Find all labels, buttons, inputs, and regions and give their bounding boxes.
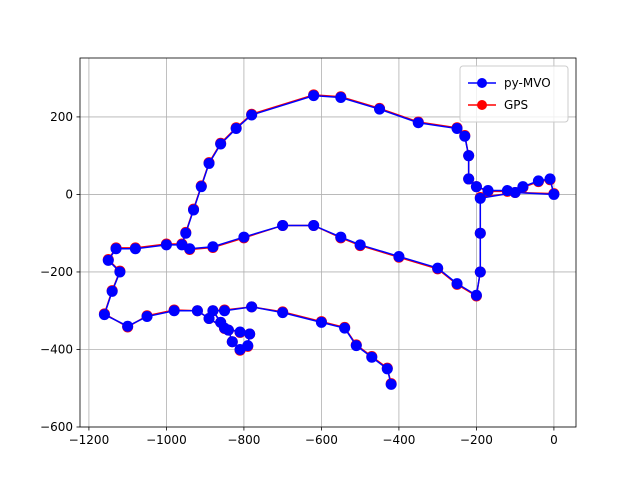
y-tick-label: −600 [40, 420, 73, 434]
point [335, 231, 347, 243]
point [102, 254, 114, 266]
point [308, 90, 320, 102]
point [195, 181, 207, 193]
y-tick-label: 0 [65, 187, 73, 201]
point [548, 188, 560, 200]
point [354, 239, 366, 251]
point [482, 185, 494, 197]
legend-box [459, 65, 569, 123]
legend-marker [477, 78, 487, 88]
y-tick-label: 200 [50, 110, 73, 124]
point [474, 227, 486, 239]
point [393, 250, 405, 262]
point [463, 173, 475, 185]
point [215, 138, 227, 150]
point [238, 231, 250, 243]
point [191, 305, 203, 317]
point [308, 219, 320, 231]
point [277, 219, 289, 231]
point [188, 204, 200, 216]
point [160, 239, 172, 251]
point [335, 92, 347, 104]
point [230, 123, 242, 135]
x-tick-label: −600 [305, 433, 338, 447]
point [246, 301, 258, 313]
x-tick-label: −200 [460, 433, 493, 447]
point [470, 289, 482, 301]
point [203, 157, 215, 169]
point [98, 309, 110, 321]
x-tick-label: −800 [227, 433, 260, 447]
point [226, 336, 238, 348]
point [459, 130, 471, 142]
point [366, 351, 378, 363]
point [385, 378, 397, 390]
point [244, 328, 256, 340]
point [242, 340, 254, 352]
point [350, 340, 362, 352]
point [234, 326, 246, 338]
point [110, 243, 122, 255]
legend-label: GPS [504, 98, 528, 112]
point [470, 181, 482, 193]
point [168, 305, 180, 317]
x-tick-label: −1000 [146, 433, 187, 447]
x-tick-label: −1200 [69, 433, 110, 447]
point [381, 363, 393, 375]
x-tick-label: −400 [382, 433, 415, 447]
point [432, 262, 444, 274]
point [180, 227, 192, 239]
point [129, 243, 141, 255]
point [106, 285, 118, 297]
point [219, 305, 231, 317]
point [517, 181, 529, 193]
point [207, 241, 219, 253]
point [374, 103, 386, 115]
point [451, 123, 463, 135]
point [315, 316, 327, 328]
point [339, 322, 351, 334]
point [463, 150, 475, 162]
point [246, 109, 258, 121]
y-tick-label: −200 [40, 265, 73, 279]
legend-label: py-MVO [504, 76, 551, 90]
legend-marker [477, 100, 487, 110]
point [532, 175, 544, 187]
point [277, 307, 289, 319]
point [544, 173, 556, 185]
point [412, 117, 424, 129]
point [474, 192, 486, 204]
point [451, 278, 463, 290]
point [219, 322, 231, 334]
axes-frame [79, 57, 577, 428]
point [474, 266, 486, 278]
point [122, 320, 134, 332]
y-tick-label: −400 [40, 342, 73, 356]
x-tick-label: 0 [550, 433, 558, 447]
point [141, 311, 153, 323]
point [203, 312, 215, 324]
point [114, 266, 126, 278]
point [184, 243, 196, 255]
point [509, 186, 521, 198]
